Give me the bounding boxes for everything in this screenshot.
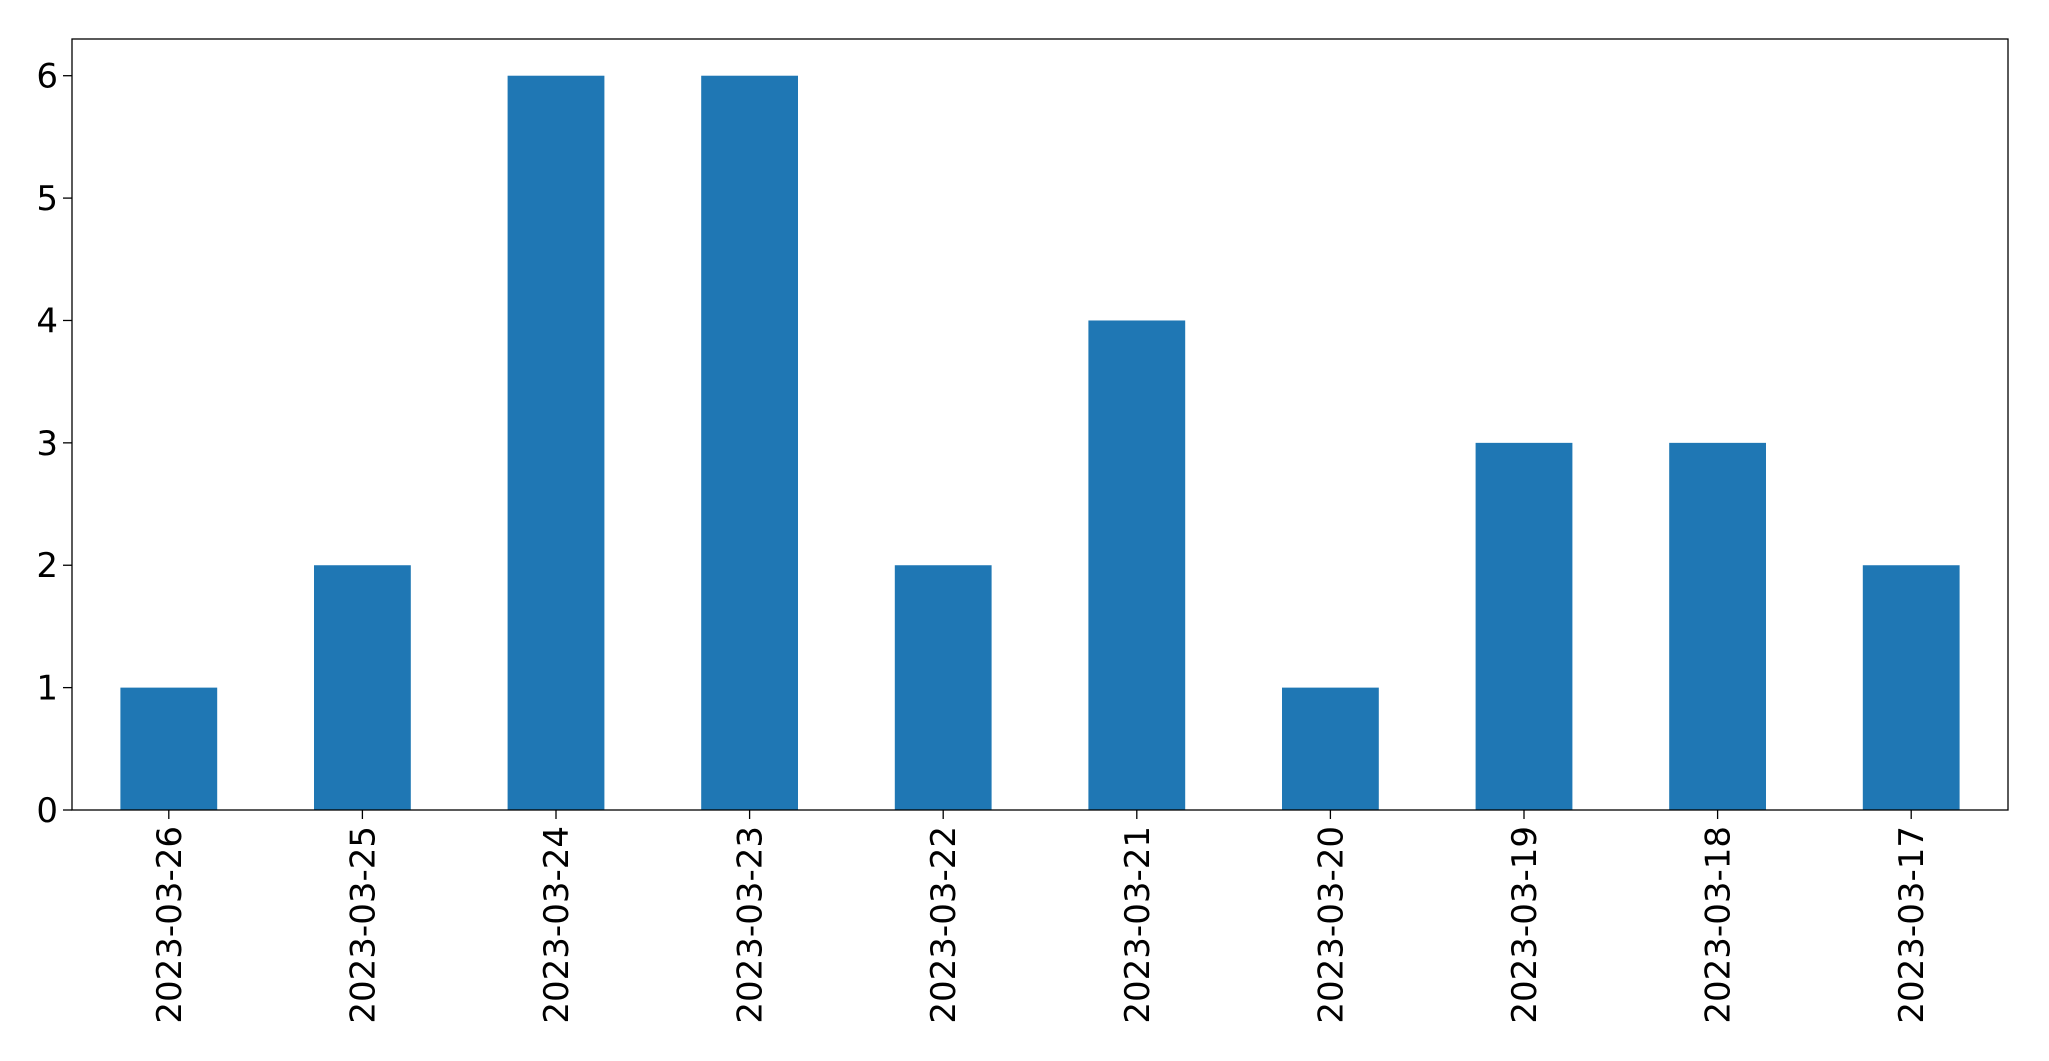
y-tick-label: 2 [36, 546, 58, 586]
y-tick-label: 3 [36, 424, 58, 464]
y-tick-label: 5 [36, 179, 58, 219]
x-tick-label: 2023-03-21 [1118, 826, 1158, 1024]
x-tick-label: 2023-03-18 [1699, 826, 1739, 1024]
bar [894, 565, 992, 810]
y-tick-label: 1 [36, 669, 58, 709]
x-tick-label: 2023-03-24 [537, 826, 577, 1024]
y-tick-label: 4 [36, 301, 58, 341]
x-tick-label: 2023-03-19 [1505, 826, 1545, 1024]
y-tick-label: 0 [36, 791, 58, 831]
x-tick-label: 2023-03-22 [924, 826, 964, 1024]
bar [1088, 320, 1186, 810]
bar [507, 75, 605, 810]
bar [120, 687, 218, 810]
x-tick-label: 2023-03-23 [731, 826, 771, 1024]
bar [314, 565, 411, 810]
bar [1669, 442, 1766, 810]
plot-frame [71, 38, 2009, 811]
bar [701, 75, 798, 810]
x-tick-label: 2023-03-17 [1892, 826, 1932, 1024]
bar [1862, 565, 1960, 810]
x-tick-label: 2023-03-25 [343, 826, 383, 1024]
bar [1282, 687, 1379, 810]
x-tick-label: 2023-03-26 [150, 826, 190, 1024]
y-tick-label: 6 [36, 57, 58, 97]
x-tick-label: 2023-03-20 [1311, 826, 1351, 1024]
bar [1475, 442, 1573, 810]
